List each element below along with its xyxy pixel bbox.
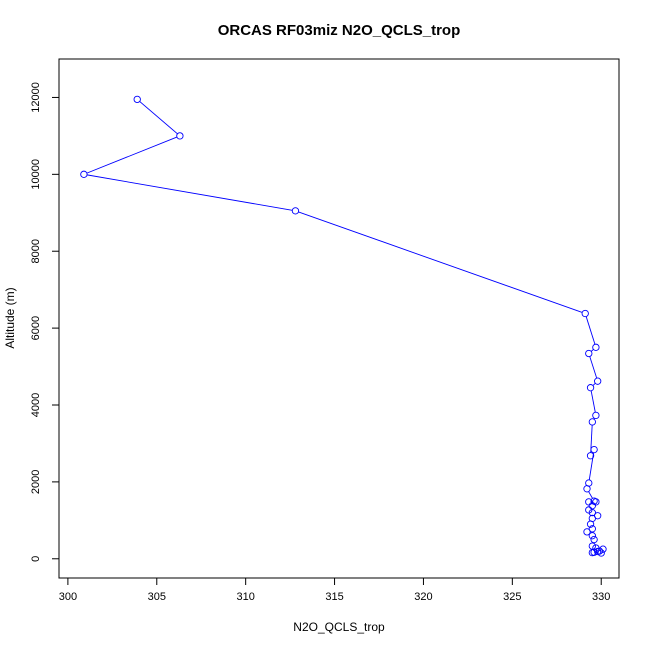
data-point bbox=[585, 349, 593, 358]
data-point bbox=[133, 95, 141, 104]
data-point bbox=[588, 508, 596, 517]
y-tick-label: 0 bbox=[30, 556, 42, 562]
series-segment bbox=[590, 349, 594, 352]
x-axis: 300 305 310 315 320 325 330 bbox=[59, 577, 610, 603]
series-layer bbox=[80, 95, 607, 557]
series-segment bbox=[592, 382, 596, 386]
data-point bbox=[588, 418, 596, 426]
data-point bbox=[80, 170, 88, 178]
x-tick-label: 325 bbox=[503, 591, 521, 603]
data-point bbox=[176, 132, 184, 140]
data-point bbox=[586, 384, 595, 392]
y-tick-label: 6000 bbox=[30, 316, 42, 340]
x-tick-label: 305 bbox=[148, 591, 166, 603]
data-point bbox=[595, 547, 604, 555]
data-point bbox=[588, 532, 596, 540]
data-point bbox=[590, 548, 598, 556]
data-point bbox=[586, 520, 595, 528]
series-segment bbox=[585, 316, 596, 345]
series-segment bbox=[590, 390, 596, 413]
data-point bbox=[590, 535, 598, 544]
y-tick-label: 12000 bbox=[30, 82, 42, 113]
x-tick-label: 315 bbox=[325, 591, 343, 603]
data-point bbox=[581, 309, 589, 318]
data-point bbox=[586, 452, 595, 460]
x-tick-label: 330 bbox=[592, 591, 610, 603]
data-point bbox=[597, 549, 605, 557]
x-axis-label: N2O_QCLS_trop bbox=[293, 620, 385, 634]
data-point bbox=[592, 343, 600, 351]
data-point bbox=[592, 411, 600, 420]
series-segment bbox=[86, 174, 293, 211]
y-tick-label: 10000 bbox=[30, 159, 42, 190]
y-axis: 0 2000 4000 6000 8000 10000 12000 bbox=[30, 82, 60, 562]
y-tick-label: 8000 bbox=[30, 239, 42, 263]
data-point bbox=[583, 485, 591, 493]
series-segment bbox=[588, 491, 593, 499]
data-point bbox=[590, 445, 598, 454]
series-segment bbox=[298, 211, 583, 313]
x-tick-label: 300 bbox=[59, 591, 77, 603]
series-segment bbox=[86, 136, 178, 174]
data-point bbox=[594, 377, 602, 385]
chart-title: ORCAS RF03miz N2O_QCLS_trop bbox=[218, 22, 461, 39]
series-segment bbox=[589, 356, 598, 379]
y-tick-label: 4000 bbox=[30, 393, 42, 417]
data-point bbox=[588, 502, 596, 510]
data-point bbox=[583, 528, 591, 536]
y-tick-label: 2000 bbox=[30, 470, 42, 494]
plot-frame bbox=[58, 58, 620, 579]
data-point bbox=[291, 207, 300, 215]
x-tick-label: 320 bbox=[414, 591, 432, 603]
series-segment bbox=[588, 452, 595, 480]
y-axis-label: Altitude (m) bbox=[3, 287, 17, 348]
series-segment bbox=[139, 101, 178, 135]
data-point bbox=[588, 525, 596, 533]
x-tick-label: 310 bbox=[236, 591, 254, 603]
